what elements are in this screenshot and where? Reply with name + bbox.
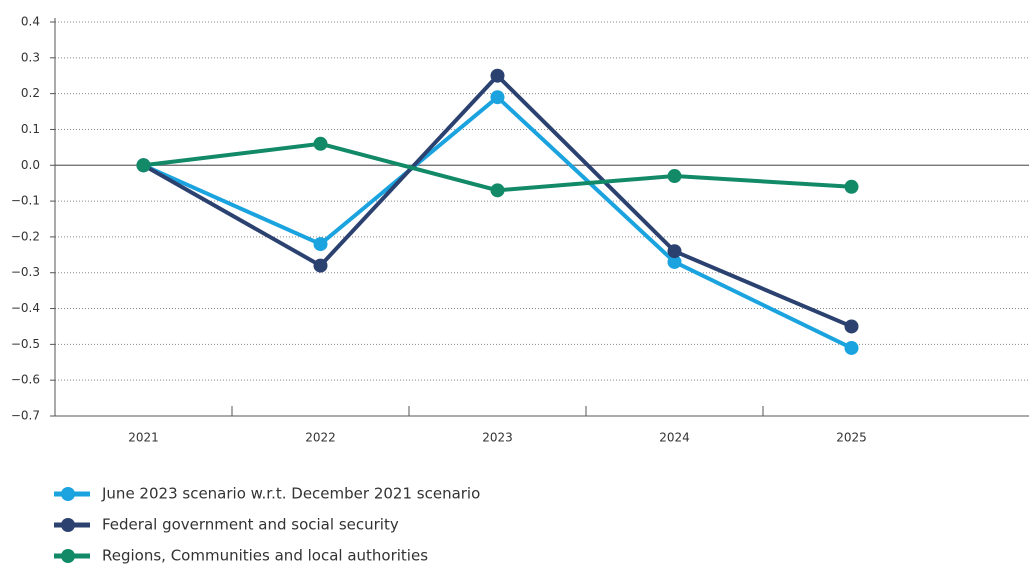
legend-marker [61,487,75,501]
x-tick-label: 2021 [128,431,159,445]
legend-label: Federal government and social security [102,516,399,534]
y-tick-label: −0.7 [11,409,40,423]
data-point [313,258,328,273]
y-tick-label: −0.2 [11,229,40,243]
x-tick-label: 2023 [482,431,513,445]
data-point [490,68,505,83]
data-point [490,90,505,105]
data-point [313,237,328,252]
y-tick-label: 0.2 [21,86,40,100]
legend-marker [61,518,75,532]
y-tick-label: −0.1 [11,194,40,208]
data-point [313,136,328,151]
data-point [667,254,682,269]
y-tick-label: 0.3 [21,50,40,64]
data-point [490,183,505,198]
data-point [844,179,859,194]
data-point [667,169,682,184]
legend-label: June 2023 scenario w.r.t. December 2021 … [101,485,480,503]
legend-label: Regions, Communities and local authoriti… [102,547,428,565]
y-tick-label: 0.4 [21,15,40,29]
data-point [844,319,859,334]
data-point [844,340,859,355]
y-tick-label: 0.0 [21,158,40,172]
series-line [142,94,853,350]
y-tick-label: −0.5 [11,337,40,351]
legend-marker [61,549,75,563]
x-tick-label: 2022 [305,431,336,445]
x-tick-label: 2024 [659,431,690,445]
x-tick-label: 2025 [836,431,867,445]
data-point [667,244,682,259]
y-tick-label: −0.6 [11,373,40,387]
y-tick-label: −0.3 [11,265,40,279]
y-tick-label: −0.4 [11,301,40,315]
data-point [136,158,151,173]
y-tick-label: 0.1 [21,122,40,136]
